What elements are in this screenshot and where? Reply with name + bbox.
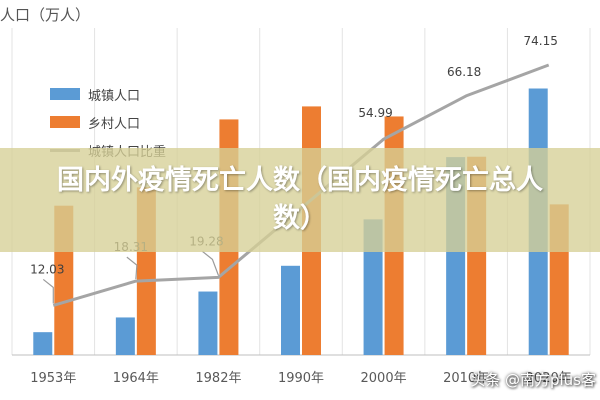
y-axis-title: 人口（万人） [0, 6, 91, 24]
legend-item-urban: 城镇人口 [50, 80, 166, 108]
data-label: 54.99 [358, 106, 392, 120]
x-tick-label: 2000年 [361, 371, 407, 386]
x-tick-label: 1964年 [113, 371, 159, 386]
x-tick-label: 2020年 [526, 371, 572, 386]
data-label-leader [42, 278, 54, 304]
bar-urban [363, 219, 383, 355]
title-banner: 国内外疫情死亡人数（国内疫情死亡总人数） [0, 148, 600, 252]
banner-title: 国内外疫情死亡人数（国内疫情死亡总人数） [57, 165, 543, 234]
data-label-leader [126, 256, 138, 280]
bar-urban [281, 265, 300, 355]
data-label-leader [202, 250, 219, 276]
legend-label-rural: 乡村人口 [88, 116, 141, 132]
x-tick-label: 1990年 [278, 371, 324, 386]
watermark: 头条 @南方plus客 [470, 371, 596, 389]
x-tick-label: 1982年 [195, 371, 241, 386]
legend-label-urban: 城镇人口 [88, 88, 141, 104]
legend-item-rural: 乡村人口 [50, 108, 166, 136]
bar-urban [198, 291, 218, 355]
data-label: 74.15 [524, 34, 558, 48]
x-tick-label: 1953年 [30, 371, 76, 386]
bar-urban [33, 332, 53, 355]
data-label: 66.18 [447, 65, 481, 79]
legend-swatch-rural [50, 116, 80, 128]
data-label: 12.03 [30, 262, 64, 276]
legend-swatch-urban [50, 88, 80, 100]
bar-urban [115, 317, 135, 355]
x-tick-label: 2010年 [443, 371, 489, 386]
